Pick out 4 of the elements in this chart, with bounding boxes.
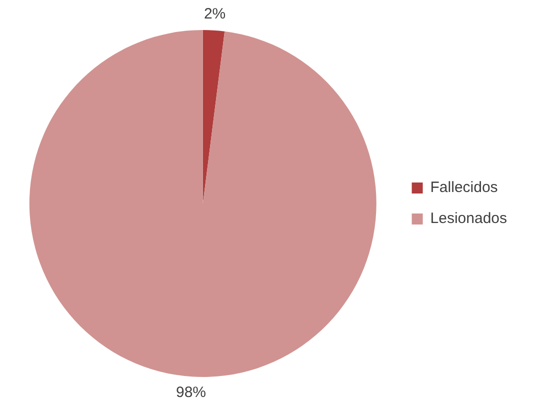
data-label: 98%: [176, 384, 206, 401]
legend-label: Fallecidos: [430, 179, 498, 196]
data-label: 2%: [204, 6, 226, 23]
legend-label: Lesionados: [430, 210, 508, 228]
